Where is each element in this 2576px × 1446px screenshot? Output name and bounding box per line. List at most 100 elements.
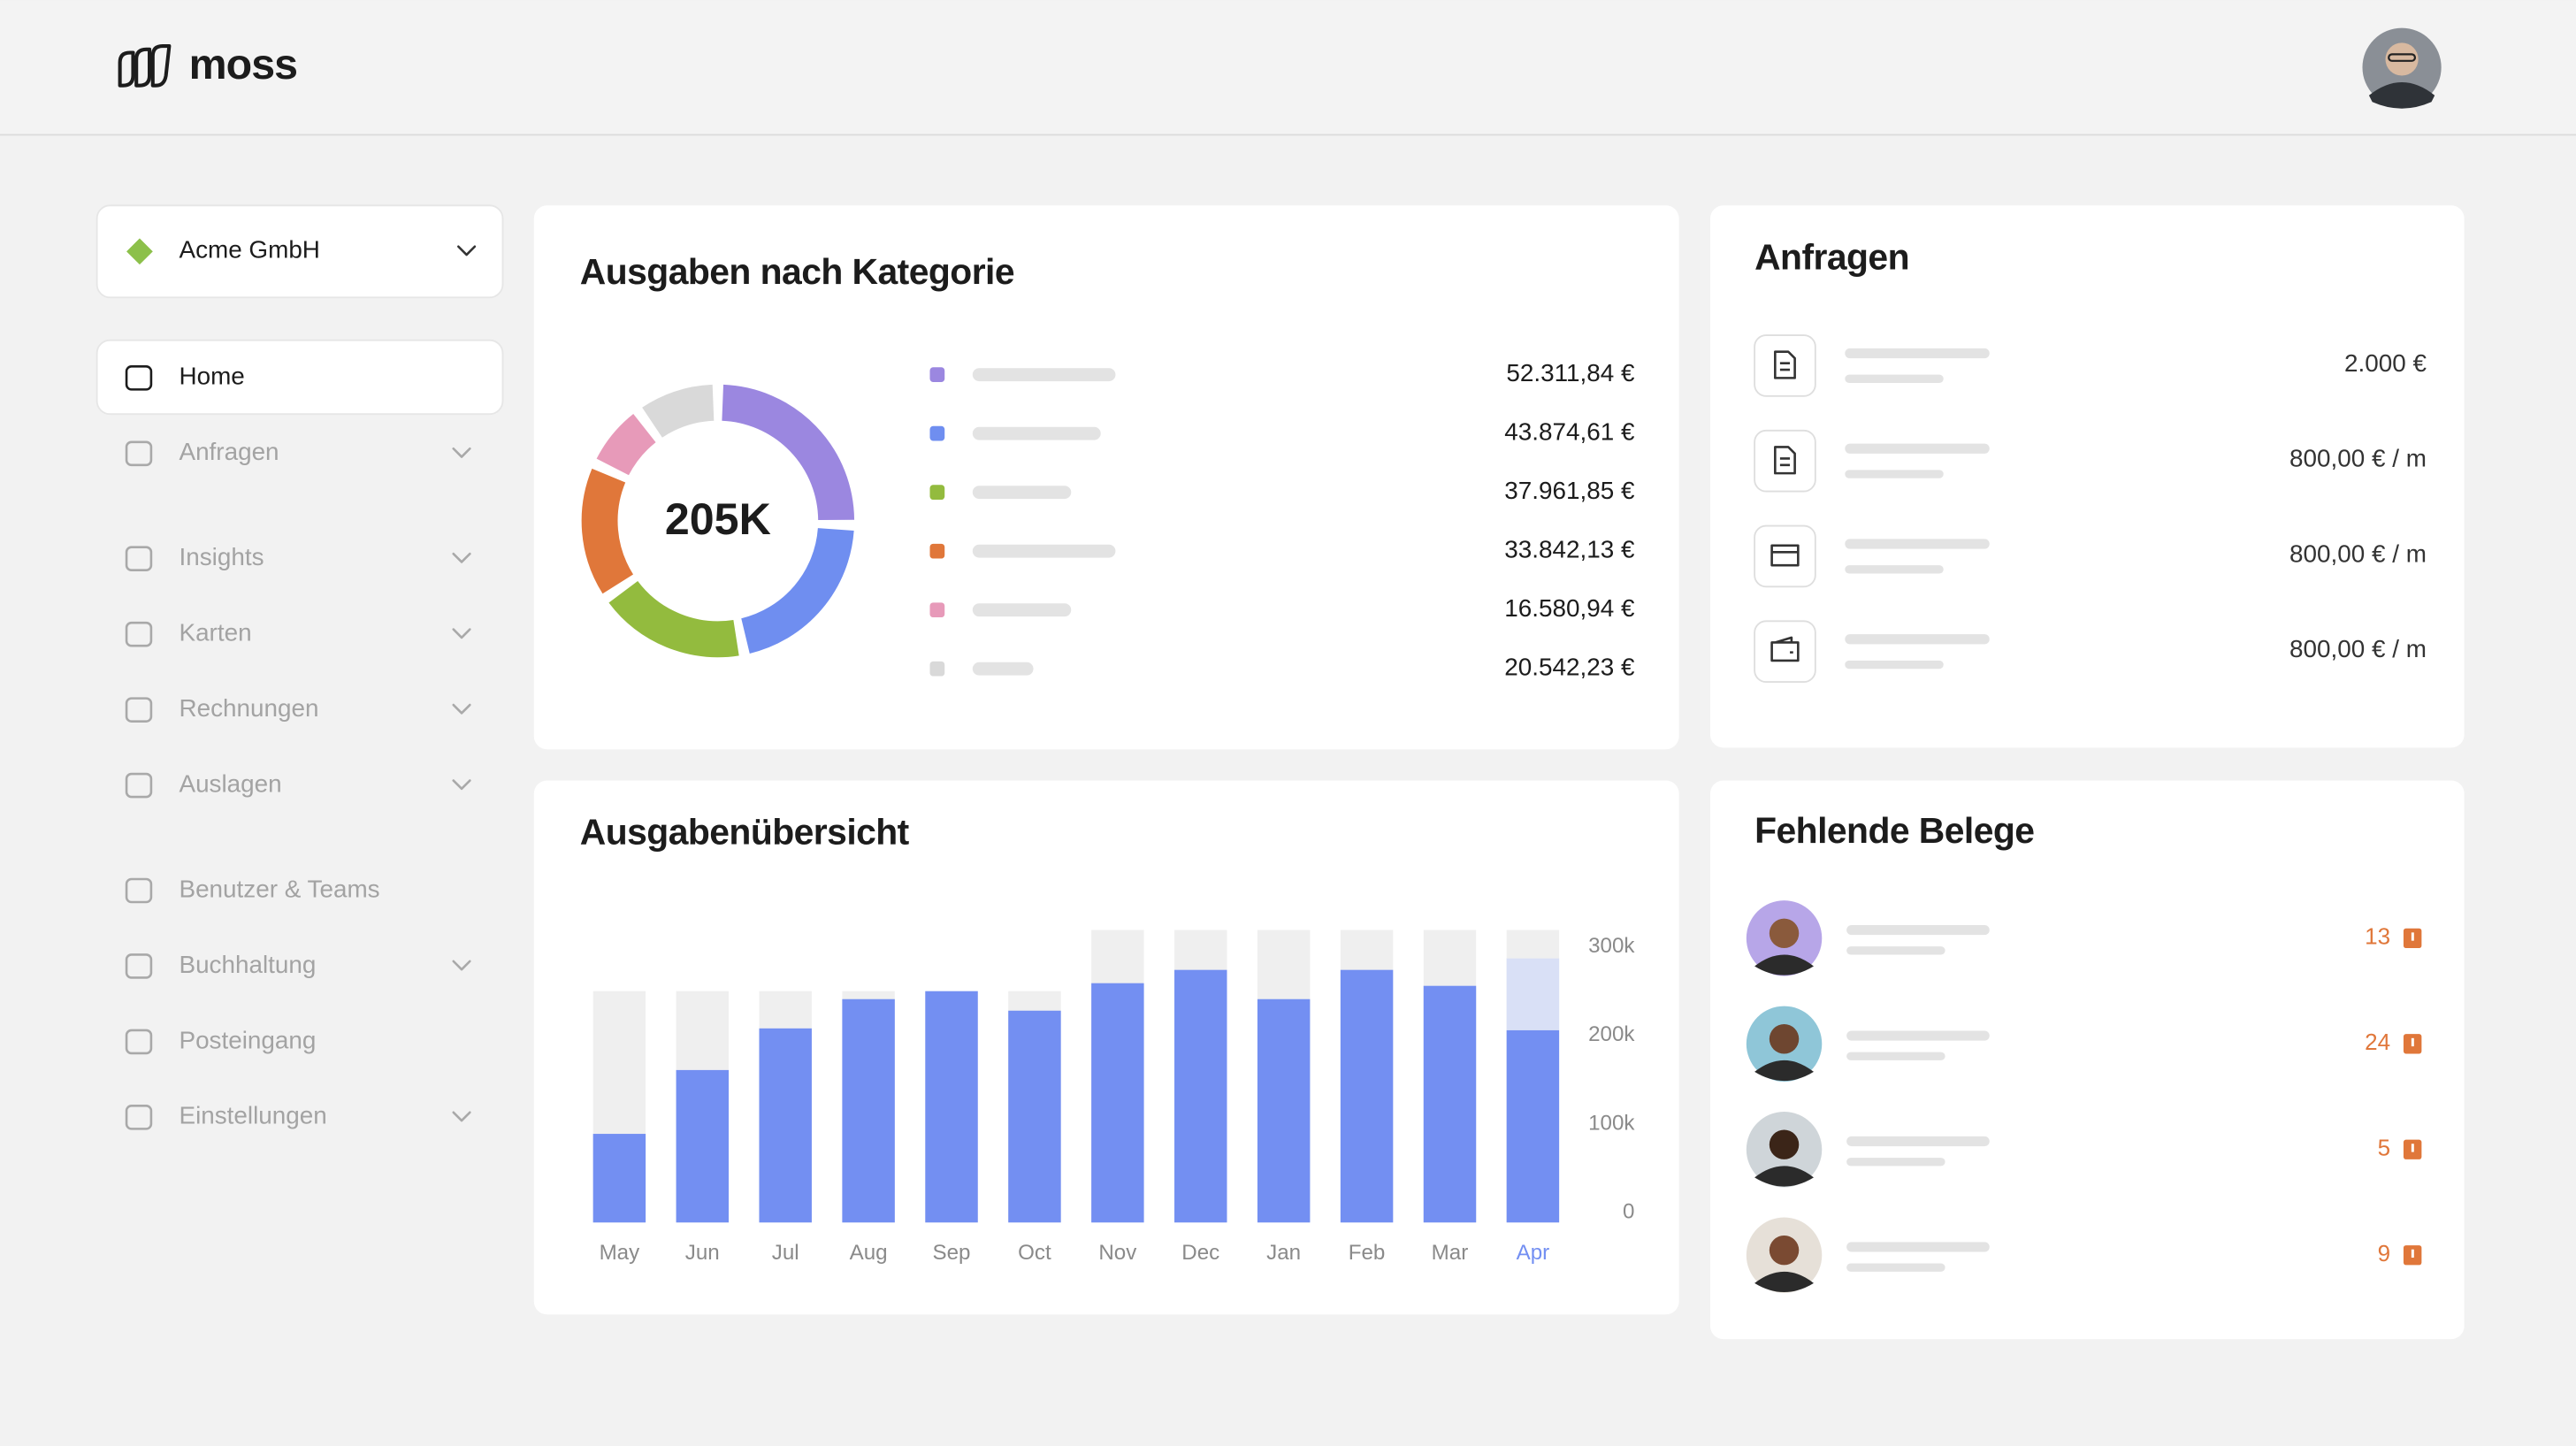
- x-tick-label: Jan: [1266, 1241, 1301, 1265]
- panel-title: Anfragen: [1754, 236, 1909, 277]
- nav-item[interactable]: Buchhaltung: [179, 951, 316, 978]
- legend-swatch: [929, 485, 945, 501]
- header: [0, 0, 2576, 135]
- placeholder: [1845, 443, 1990, 454]
- org-name: Acme GmbH: [179, 236, 319, 264]
- logo-mark: [118, 44, 172, 88]
- nav-item[interactable]: Karten: [179, 619, 251, 646]
- placeholder: [1846, 946, 1945, 955]
- donut-segment: [596, 414, 657, 476]
- request-amount[interactable]: 2.000 €: [2344, 349, 2427, 377]
- panel-title: Ausgabenübersicht: [580, 812, 910, 853]
- donut-segment: [608, 580, 739, 658]
- content: 52.311,84 € 43.874,61 € 37.961,85 € 33.842,…: [581, 334, 2427, 1293]
- bar: [925, 991, 978, 1223]
- bar: [759, 1028, 812, 1223]
- panel-title: Fehlende Belege: [1754, 810, 2034, 851]
- nav-item[interactable]: Auslagen: [179, 769, 281, 797]
- nav-item[interactable]: Einstellungen: [179, 1102, 326, 1129]
- navigation: Home Anfragen Insights Karten Rechnungen Ausl…: [125, 363, 471, 1130]
- alert-mark: [2411, 1249, 2414, 1259]
- person-avatar-face: [1769, 1129, 1800, 1159]
- missing-count[interactable]: 9: [2378, 1240, 2390, 1266]
- request-icon: [1774, 350, 1796, 379]
- bar: [842, 998, 895, 1223]
- request-amount[interactable]: 800,00 € / m: [2289, 635, 2427, 662]
- nav-item[interactable]: Benutzer & Teams: [179, 875, 379, 902]
- nav-icon: [125, 953, 153, 979]
- nav-active[interactable]: [96, 339, 504, 416]
- nav-item[interactable]: Home: [179, 363, 244, 390]
- missing-count[interactable]: 13: [2365, 923, 2390, 950]
- donut-center-label: 205K: [665, 494, 771, 544]
- y-tick-label: 300k: [1588, 934, 1635, 958]
- placeholder: [1846, 1030, 1990, 1041]
- placeholder: [1845, 348, 1990, 359]
- bar: [1008, 1010, 1061, 1223]
- x-tick-label: Dec: [1181, 1241, 1219, 1265]
- bar: [1506, 1029, 1560, 1223]
- nav-item[interactable]: Insights: [179, 543, 264, 570]
- request-amount[interactable]: 800,00 € / m: [2289, 445, 2427, 472]
- donut-segment: [642, 384, 715, 439]
- nav-icon: [125, 440, 153, 467]
- placeholder: [1845, 470, 1944, 478]
- person-avatar-face: [1769, 1024, 1800, 1054]
- x-tick-label: Nov: [1098, 1241, 1136, 1265]
- bar: [1257, 998, 1311, 1223]
- y-tick-label: 200k: [1588, 1022, 1635, 1046]
- bar: [1340, 969, 1394, 1223]
- legend-placeholder: [972, 486, 1072, 500]
- nav-icon: [125, 697, 153, 723]
- nav-item[interactable]: Anfragen: [179, 438, 279, 465]
- nav-icon: [125, 772, 153, 799]
- request-amount[interactable]: 800,00 € / m: [2289, 539, 2427, 567]
- nav-icon: [125, 546, 153, 572]
- chevron: [452, 552, 471, 563]
- legend-placeholder: [972, 426, 1101, 440]
- user-avatar[interactable]: [2362, 27, 2442, 109]
- x-tick-label: Sep: [933, 1241, 971, 1265]
- nav-item[interactable]: Rechnungen: [179, 694, 318, 722]
- panel: [1709, 780, 2465, 1340]
- bar: [1423, 985, 1477, 1223]
- missing-count[interactable]: 24: [2365, 1029, 2390, 1055]
- nav-icon: [125, 621, 153, 647]
- request-icon: [1770, 544, 1800, 567]
- org-selector[interactable]: [96, 204, 504, 299]
- chevron: [452, 1111, 471, 1122]
- x-tick-label: Apr: [1517, 1241, 1550, 1265]
- chevron: [452, 447, 471, 458]
- x-tick-label: Aug: [850, 1241, 888, 1265]
- placeholder: [1845, 539, 1990, 549]
- logo-text[interactable]: moss: [189, 41, 298, 88]
- legend-value: 20.542,23 €: [1504, 654, 1635, 681]
- x-tick-label: Feb: [1349, 1241, 1386, 1265]
- person-avatar-body: [1754, 1060, 1814, 1082]
- person-avatar-body: [1754, 1271, 1814, 1293]
- placeholder: [1845, 565, 1944, 574]
- placeholder: [1845, 634, 1990, 645]
- x-tick-label: Mar: [1432, 1241, 1469, 1265]
- bar: [592, 1134, 646, 1223]
- legend-value: 33.842,13 €: [1504, 536, 1635, 563]
- missing-count[interactable]: 5: [2378, 1135, 2390, 1161]
- bar: [676, 1069, 730, 1223]
- chevron: [452, 960, 471, 971]
- nav-item[interactable]: Posteingang: [179, 1026, 316, 1053]
- placeholder: [1845, 660, 1944, 669]
- placeholder: [1846, 1242, 1990, 1252]
- legend-value: 16.580,94 €: [1504, 594, 1635, 622]
- request-icon: [1774, 446, 1796, 475]
- alert-mark: [2411, 932, 2414, 941]
- panel-title: Ausgaben nach Kategorie: [580, 251, 1014, 292]
- legend-value: 43.874,61 €: [1504, 418, 1635, 446]
- placeholder: [1846, 1158, 1945, 1167]
- org-icon: [126, 238, 153, 265]
- bar: [1091, 983, 1144, 1223]
- nav-icon: [125, 1029, 153, 1055]
- request-icon-box: [1754, 429, 1816, 493]
- panel: [1709, 205, 2465, 748]
